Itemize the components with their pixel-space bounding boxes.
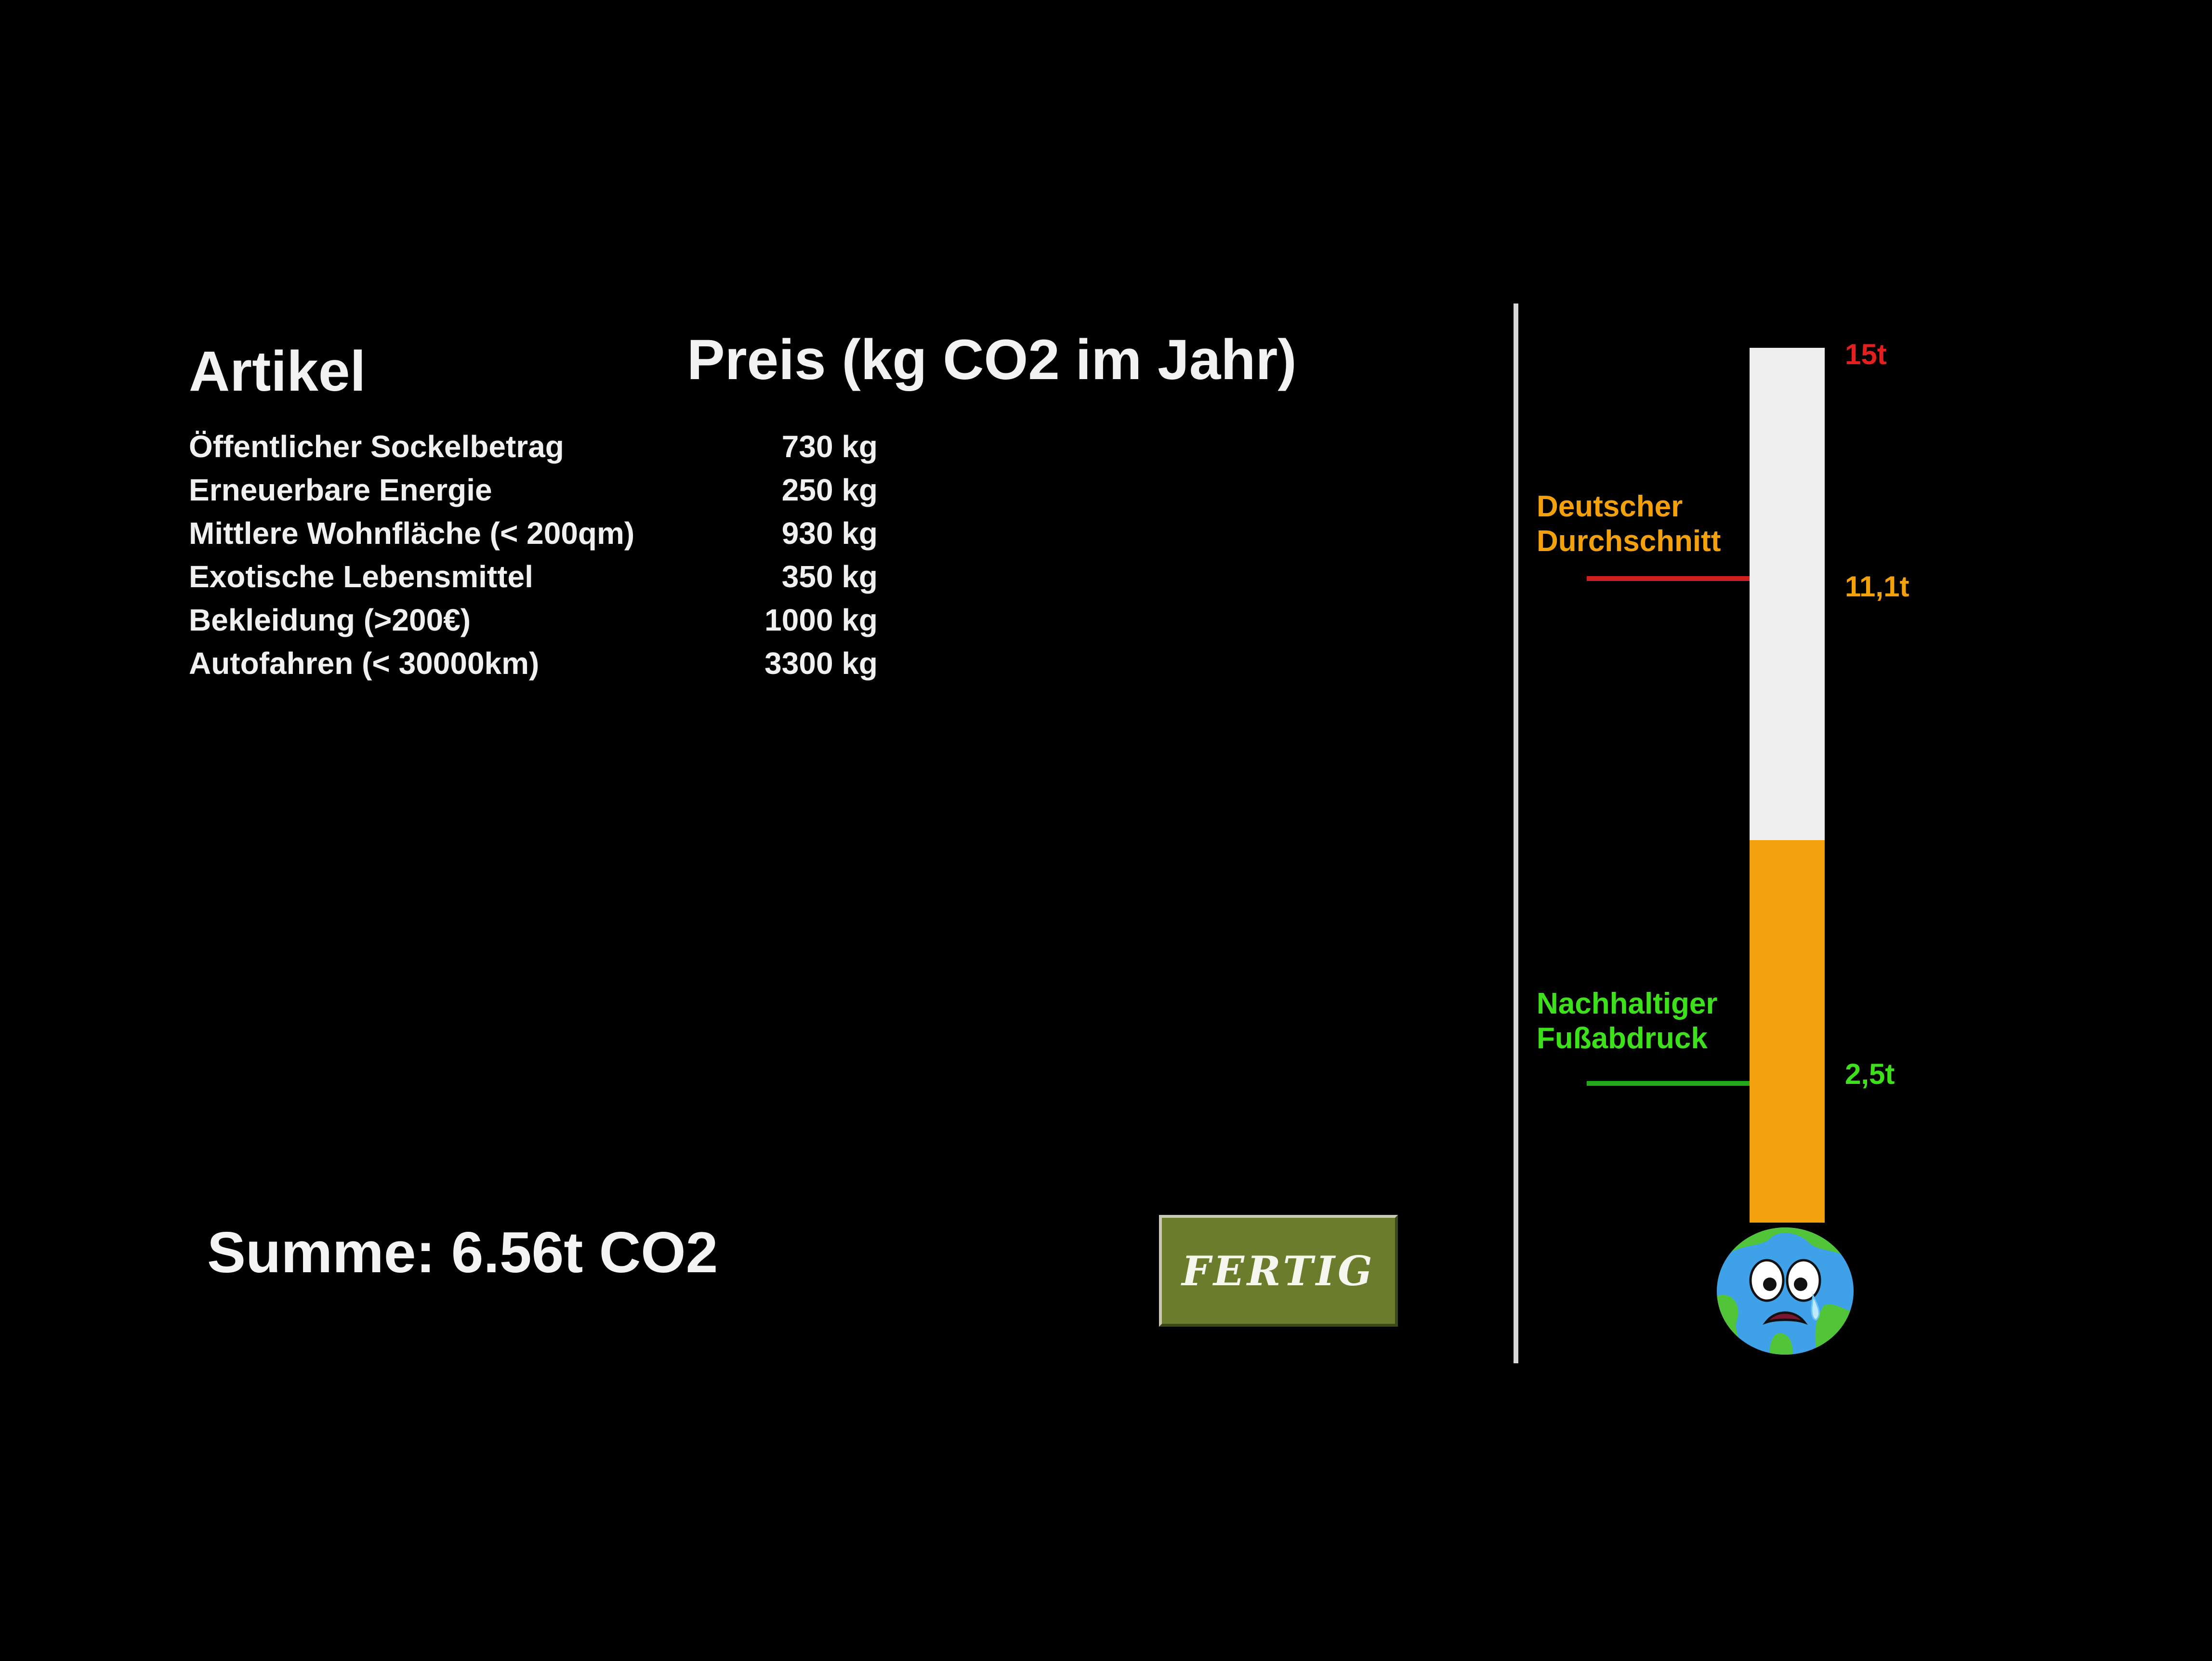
item-name: Autofahren (< 30000km): [189, 646, 540, 681]
item-name: Exotische Lebensmittel: [189, 559, 533, 594]
thermometer-fill: [1750, 840, 1825, 1223]
sad-earth-icon: [1717, 1227, 1854, 1355]
list-item: Bekleidung (>200€) 1000 kg: [189, 599, 878, 641]
list-item: Mittlere Wohnfläche (< 200qm) 930 kg: [189, 513, 878, 554]
article-column-header: Artikel: [189, 340, 366, 403]
item-value: 3300 kg: [764, 646, 878, 681]
sustainable-label-line1: Nachhaltiger: [1537, 987, 1718, 1020]
list-item: Exotische Lebensmittel 350 kg: [189, 556, 878, 597]
item-name: Bekleidung (>200€): [189, 603, 471, 637]
item-name: Erneuerbare Energie: [189, 473, 492, 507]
sustainable-marker-label: Nachhaltiger Fußabdruck: [1537, 987, 1718, 1056]
co2-thermometer: [1750, 348, 1825, 1223]
average-label-line1: Deutscher: [1537, 490, 1683, 523]
item-value: 1000 kg: [764, 603, 878, 637]
thermometer-max-label: 15t: [1845, 338, 1887, 370]
sustainable-marker-line: [1587, 1081, 1750, 1086]
item-name: Mittlere Wohnfläche (< 200qm): [189, 516, 635, 551]
sustainable-label-line2: Fußabdruck: [1537, 1022, 1708, 1055]
done-button[interactable]: FERTIG: [1159, 1215, 1398, 1327]
total-co2-label: Summe: 6.56t CO2: [207, 1220, 718, 1285]
average-marker-label: Deutscher Durchschnitt: [1537, 489, 1721, 559]
average-marker-line: [1587, 576, 1750, 581]
item-value: 730 kg: [781, 429, 878, 464]
list-item: Öffentlicher Sockelbetrag 730 kg: [189, 426, 878, 467]
done-button-label: FERTIG: [1182, 1247, 1375, 1295]
panel-divider: [1514, 303, 1518, 1363]
average-value-label: 11,1t: [1845, 570, 1909, 603]
item-value: 250 kg: [781, 473, 878, 507]
item-value: 930 kg: [781, 516, 878, 551]
average-label-line2: Durchschnitt: [1537, 525, 1721, 558]
list-item: Autofahren (< 30000km) 3300 kg: [189, 643, 878, 684]
item-value: 350 kg: [781, 559, 878, 594]
sustainable-value-label: 2,5t: [1845, 1058, 1895, 1090]
list-item: Erneuerbare Energie 250 kg: [189, 469, 878, 511]
price-column-header: Preis (kg CO2 im Jahr): [687, 328, 1297, 392]
item-name: Öffentlicher Sockelbetrag: [189, 429, 564, 464]
